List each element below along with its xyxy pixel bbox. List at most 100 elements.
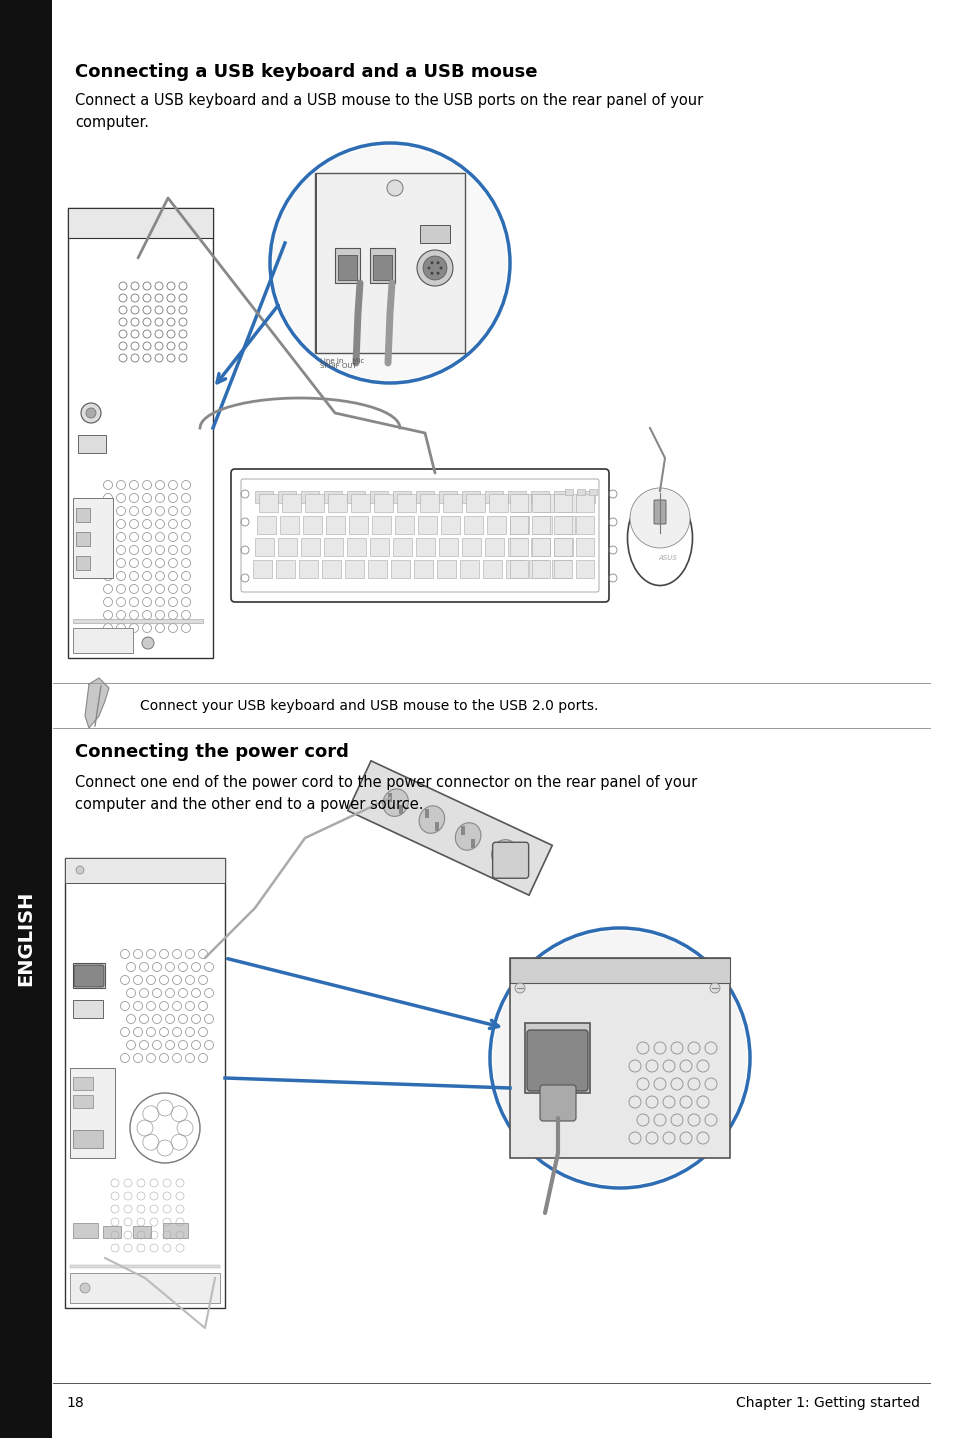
Bar: [554, 538, 572, 557]
Bar: [70, 1265, 220, 1268]
Bar: [489, 495, 507, 512]
Bar: [414, 559, 433, 578]
Circle shape: [76, 866, 84, 874]
FancyBboxPatch shape: [74, 965, 104, 986]
Bar: [577, 490, 595, 503]
Bar: [484, 538, 503, 557]
Bar: [554, 538, 573, 557]
Circle shape: [709, 984, 720, 994]
Bar: [324, 490, 341, 503]
Bar: [558, 495, 577, 512]
Bar: [349, 516, 368, 533]
Bar: [417, 516, 436, 533]
Bar: [482, 559, 501, 578]
Bar: [461, 538, 480, 557]
Bar: [132, 1227, 151, 1238]
Bar: [419, 224, 450, 243]
Polygon shape: [348, 761, 552, 896]
Bar: [438, 490, 456, 503]
Bar: [370, 490, 388, 503]
Bar: [298, 559, 317, 578]
Bar: [73, 1094, 92, 1109]
Bar: [254, 538, 274, 557]
Bar: [459, 559, 478, 578]
Circle shape: [436, 262, 439, 265]
Bar: [419, 495, 438, 512]
Bar: [280, 516, 298, 533]
Bar: [73, 618, 203, 623]
Ellipse shape: [491, 840, 517, 867]
Bar: [531, 490, 548, 503]
Bar: [554, 495, 572, 512]
Bar: [370, 538, 389, 557]
FancyBboxPatch shape: [492, 843, 528, 879]
Bar: [461, 490, 479, 503]
Bar: [510, 516, 529, 533]
Bar: [532, 516, 550, 533]
Bar: [73, 628, 132, 653]
Bar: [305, 495, 324, 512]
Bar: [507, 490, 525, 503]
Circle shape: [427, 266, 430, 269]
FancyBboxPatch shape: [539, 1086, 576, 1122]
Bar: [372, 516, 391, 533]
Circle shape: [416, 250, 453, 286]
Bar: [65, 858, 225, 883]
Bar: [512, 495, 531, 512]
Circle shape: [430, 262, 433, 265]
Text: Connecting the power cord: Connecting the power cord: [75, 743, 349, 761]
Bar: [510, 958, 729, 1158]
Bar: [256, 516, 275, 533]
Text: Connect one end of the power cord to the power connector on the rear panel of yo: Connect one end of the power cord to the…: [75, 775, 697, 812]
Bar: [465, 495, 484, 512]
Bar: [253, 559, 272, 578]
Circle shape: [422, 256, 447, 280]
Ellipse shape: [382, 789, 408, 817]
Bar: [577, 489, 584, 495]
Bar: [424, 810, 428, 818]
Bar: [70, 1068, 115, 1158]
Bar: [303, 516, 322, 533]
Bar: [76, 557, 90, 569]
Bar: [254, 490, 273, 503]
Bar: [163, 1222, 188, 1238]
Bar: [393, 538, 412, 557]
Bar: [529, 559, 547, 578]
Bar: [275, 559, 294, 578]
Bar: [533, 516, 552, 533]
Bar: [436, 559, 456, 578]
Ellipse shape: [418, 805, 444, 833]
Circle shape: [493, 930, 746, 1185]
Bar: [73, 999, 103, 1018]
Bar: [393, 490, 411, 503]
Bar: [347, 490, 365, 503]
Bar: [588, 489, 597, 495]
Circle shape: [270, 142, 510, 383]
Bar: [471, 838, 475, 847]
Circle shape: [490, 928, 749, 1188]
Bar: [76, 532, 90, 546]
FancyBboxPatch shape: [231, 469, 608, 603]
Bar: [524, 1022, 589, 1093]
Bar: [416, 490, 434, 503]
Bar: [510, 559, 527, 578]
Bar: [345, 559, 364, 578]
Bar: [554, 516, 572, 533]
Text: Connect a USB keyboard and a USB mouse to the USB ports on the rear panel of you: Connect a USB keyboard and a USB mouse t…: [75, 93, 702, 131]
Bar: [552, 559, 571, 578]
Bar: [556, 516, 575, 533]
Circle shape: [436, 272, 439, 275]
Circle shape: [273, 147, 506, 380]
Bar: [505, 559, 524, 578]
Bar: [78, 436, 106, 453]
Text: Connect your USB keyboard and USB mouse to the USB 2.0 ports.: Connect your USB keyboard and USB mouse …: [140, 699, 598, 713]
Bar: [564, 489, 573, 495]
Bar: [576, 516, 594, 533]
Bar: [374, 495, 393, 512]
Polygon shape: [85, 677, 109, 728]
Bar: [554, 559, 572, 578]
Bar: [73, 963, 105, 988]
Circle shape: [142, 637, 153, 649]
Bar: [440, 516, 459, 533]
Bar: [370, 247, 395, 283]
